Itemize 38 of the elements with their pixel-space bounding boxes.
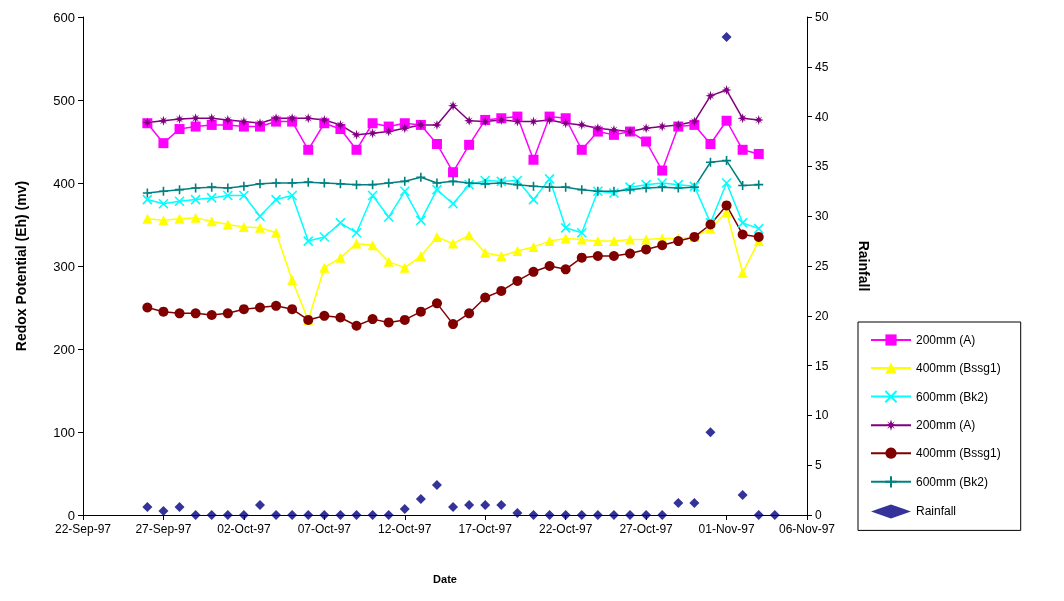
x-tick-label: 01-Nov-97 <box>698 522 755 536</box>
y-axis-title: Redox Potential (Eh) (mv) <box>13 180 29 352</box>
y-tick-label: 100 <box>53 424 75 440</box>
y2-tick-label: 40 <box>815 109 829 124</box>
y-tick-label: 600 <box>53 9 75 25</box>
x-tick-label: 22-Oct-97 <box>538 522 593 536</box>
y2-tick-label: 30 <box>815 209 829 224</box>
legend-label: Rainfall <box>916 504 957 519</box>
legend-label: 600mm (Bk2) <box>916 389 989 404</box>
x-tick-label: 02-Oct-97 <box>217 522 271 536</box>
y-tick-label: 200 <box>53 341 75 357</box>
y2-tick-label: 10 <box>815 408 829 423</box>
x-tick-label: 27-Sep-97 <box>135 522 192 536</box>
x-tick-label: 12-Oct-97 <box>378 522 432 536</box>
y-tick-label: 400 <box>53 175 75 191</box>
y-tick-label: 300 <box>53 258 75 274</box>
legend-label: 400mm (Bssg1) <box>916 361 1001 375</box>
y2-tick-label: 50 <box>815 10 829 24</box>
y2-tick-label: 0 <box>815 508 822 522</box>
x-tick-label: 22-Sep-97 <box>54 522 112 536</box>
y2-tick-label: 20 <box>815 308 829 323</box>
y-tick-label: 500 <box>53 92 75 108</box>
legend-label: 200mm (A) <box>916 333 976 347</box>
y2-tick-label: 35 <box>815 159 829 174</box>
y2-tick-label: 15 <box>815 358 829 373</box>
y2-tick-label: 5 <box>815 458 822 473</box>
x-axis-title: Date <box>433 572 457 585</box>
x-tick-label: 06-Nov-97 <box>778 522 836 536</box>
x-tick-label: 27-Oct-97 <box>619 522 674 536</box>
legend-label: 600mm (Bk2) <box>916 474 989 489</box>
y-tick-label: 0 <box>67 507 75 523</box>
legend-label: 400mm (Bssg1) <box>916 446 1001 461</box>
x-tick-label: 17-Oct-97 <box>458 522 513 536</box>
x-tick-label: 07-Oct-97 <box>297 522 352 536</box>
y2-tick-label: 45 <box>815 59 829 74</box>
y2-tick-label: 25 <box>815 259 829 273</box>
legend-label: 200mm (A) <box>916 418 976 433</box>
y2-axis-title: Rainfall <box>856 240 872 292</box>
